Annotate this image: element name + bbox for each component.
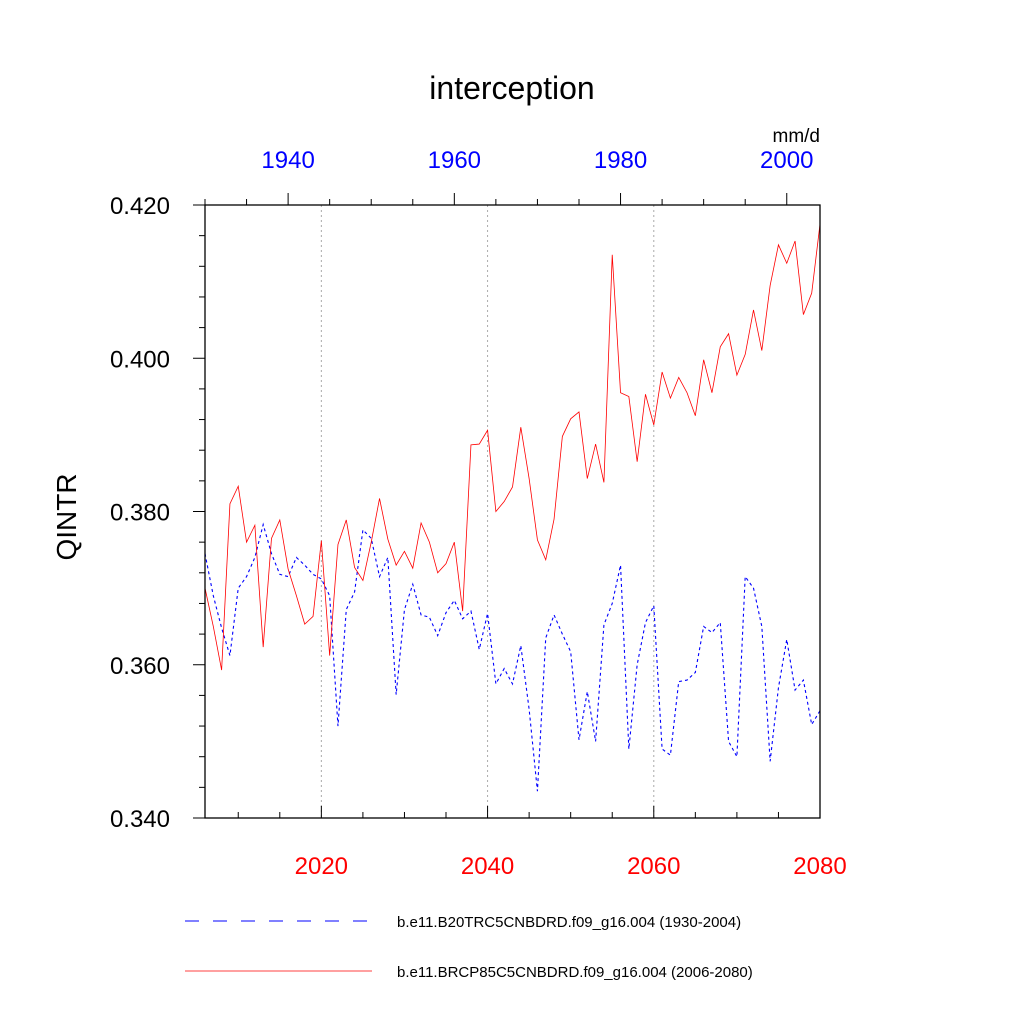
series-line-2 <box>204 224 821 671</box>
legend-label-1: b.e11.B20TRC5CNBDRD.f09_g16.004 (1930-20… <box>397 914 741 931</box>
bottom-tick-label: 2080 <box>793 853 846 880</box>
grid-lines <box>320 205 655 818</box>
series-layer <box>204 224 821 792</box>
top-tick-label: 1980 <box>594 147 647 174</box>
y-tick-label: 0.420 <box>110 193 170 220</box>
y-tick-label: 0.400 <box>110 346 170 373</box>
y-tick-label: 0.380 <box>110 500 170 527</box>
legend: b.e11.B20TRC5CNBDRD.f09_g16.004 (1930-20… <box>185 914 753 981</box>
bottom-tick-label: 2020 <box>295 853 348 880</box>
y-axis-label: QINTR <box>51 473 82 560</box>
top-tick-label: 1960 <box>428 147 481 174</box>
bottom-tick-label: 2060 <box>627 853 680 880</box>
chart-title: interception <box>429 70 594 106</box>
units-label: mm/d <box>773 126 821 147</box>
series-line-1 <box>204 522 821 792</box>
axes: 0.340 0.360 0.380 0.400 0.420 2020 2040 2060 208… <box>110 147 847 880</box>
y-tick-label: 0.360 <box>110 653 170 680</box>
top-tick-label: 2000 <box>760 147 813 174</box>
legend-label-2: b.e11.BRCP85C5CNBDRD.f09_g16.004 (2006-2… <box>397 964 753 981</box>
bottom-tick-label: 2040 <box>461 853 514 880</box>
top-tick-label: 1940 <box>261 147 314 174</box>
y-tick-label: 0.340 <box>110 806 170 833</box>
